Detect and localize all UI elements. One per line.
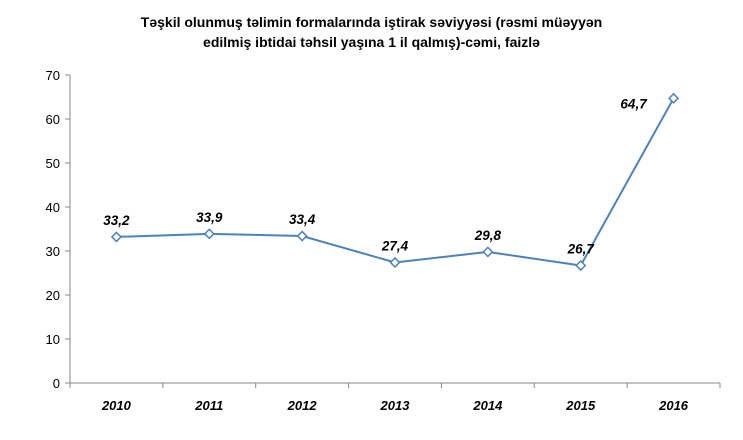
y-axis: 0 10 20 30 40 50 60 70 [46, 68, 71, 391]
data-point-marker [110, 231, 122, 243]
data-label: 26,7 [567, 242, 596, 257]
y-tick-label: 50 [46, 156, 60, 171]
data-label: 33,9 [196, 210, 223, 225]
y-tick-label: 60 [46, 112, 60, 127]
data-point-marker [296, 230, 308, 242]
y-tick-label: 0 [53, 376, 60, 391]
data-point-marker [668, 92, 680, 104]
chart-title: Təşkil olunmuş təlimin formalarında işti… [0, 12, 743, 52]
data-labels: 33,2 33,9 33,4 27,4 29,8 26,7 64,7 [103, 96, 648, 256]
x-tick-label: 2014 [472, 398, 503, 413]
x-tick-label: 2011 [194, 398, 223, 413]
data-point-marker [575, 259, 587, 272]
x-tick-label: 2012 [287, 398, 318, 413]
y-tick-label: 30 [46, 244, 60, 259]
data-point-marker [482, 246, 494, 258]
data-label: 33,2 [103, 213, 130, 228]
data-label: 29,8 [474, 228, 502, 243]
chart-title-line-1: Təşkil olunmuş təlimin formalarında işti… [140, 14, 603, 30]
series-group [110, 92, 680, 272]
y-tick-label: 20 [46, 288, 60, 303]
x-tick-label: 2015 [565, 398, 596, 413]
data-label: 27,4 [381, 238, 409, 253]
chart-title-line-2: edilmiş ibtidai təhsil yaşına 1 il qalmı… [203, 34, 540, 50]
data-point-marker [389, 256, 401, 269]
x-tick-label: 2016 [658, 398, 689, 413]
x-tick-label: 2013 [380, 398, 411, 413]
y-tick-label: 40 [46, 200, 60, 215]
x-tick-label: 2010 [101, 398, 132, 413]
y-tick-label: 70 [46, 68, 60, 83]
data-label: 33,4 [289, 212, 316, 227]
data-point-marker [203, 228, 215, 240]
x-axis: 2010 2011 2012 2013 2014 2015 2016 [69, 382, 721, 413]
y-tick-label: 10 [46, 332, 60, 347]
data-label: 64,7 [620, 96, 648, 111]
